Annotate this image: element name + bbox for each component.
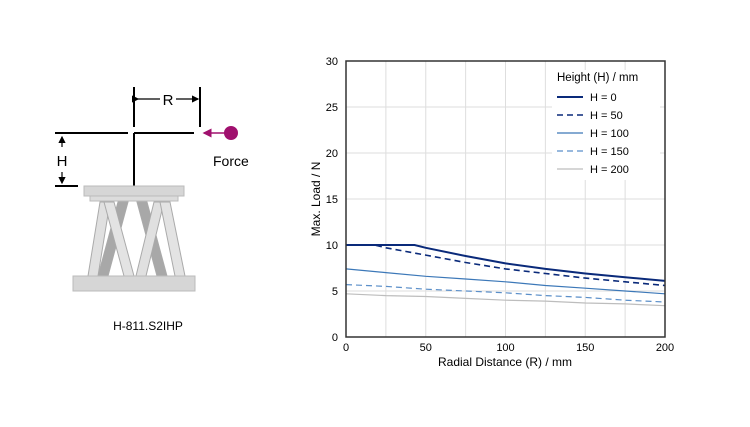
series-line-h150 xyxy=(345,284,666,303)
grid xyxy=(345,60,666,338)
x-tick-label: 100 xyxy=(496,342,514,354)
y-tick-label: 10 xyxy=(326,240,338,252)
y-tick-label: 5 xyxy=(332,286,338,298)
legend: Height (H) / mm H = 0 H = 50 H = 100 H = 15… xyxy=(552,70,660,180)
y-tick-label: 25 xyxy=(326,102,338,114)
hexapod-illustration xyxy=(72,185,196,292)
y-axis-label: Max. Load / N xyxy=(309,162,323,237)
force-arrow xyxy=(202,126,238,140)
y-tick-labels: 0 5 10 15 20 25 30 xyxy=(326,56,338,344)
plot-frame xyxy=(345,60,666,338)
h-label: H xyxy=(57,153,68,170)
dimension-lines xyxy=(55,87,201,187)
series-line-h50 xyxy=(346,244,666,287)
legend-entry: H = 50 xyxy=(590,110,623,122)
y-tick-label: 30 xyxy=(326,56,338,68)
series-line-h0 xyxy=(346,244,666,282)
legend-entry: H = 0 xyxy=(590,92,617,104)
series-line-h200 xyxy=(345,293,666,307)
legend-title: Height (H) / mm xyxy=(557,72,638,84)
y-tick-label: 20 xyxy=(326,148,338,160)
r-label: R xyxy=(163,92,174,109)
x-tick-label: 0 xyxy=(343,342,349,354)
product-label: H-811.S2IHP xyxy=(113,319,183,333)
x-tick-label: 50 xyxy=(420,342,432,354)
series-line-h100 xyxy=(345,268,666,295)
force-point-icon xyxy=(224,126,238,140)
x-tick-label: 150 xyxy=(576,342,594,354)
force-label: Force xyxy=(213,153,249,169)
legend-entry: H = 100 xyxy=(590,128,629,140)
hexapod-diagram: R H Force H-811.S2IHP xyxy=(55,87,249,333)
legend-entry: H = 200 xyxy=(590,164,629,176)
series-lines xyxy=(345,244,666,307)
x-axis-label: Radial Distance (R) / mm xyxy=(438,355,572,369)
y-tick-label: 0 xyxy=(332,332,338,344)
x-tick-label: 200 xyxy=(656,342,674,354)
y-tick-label: 15 xyxy=(326,194,338,206)
x-tick-labels: 0 50 100 150 200 xyxy=(343,342,674,354)
legend-entry: H = 150 xyxy=(590,146,629,158)
